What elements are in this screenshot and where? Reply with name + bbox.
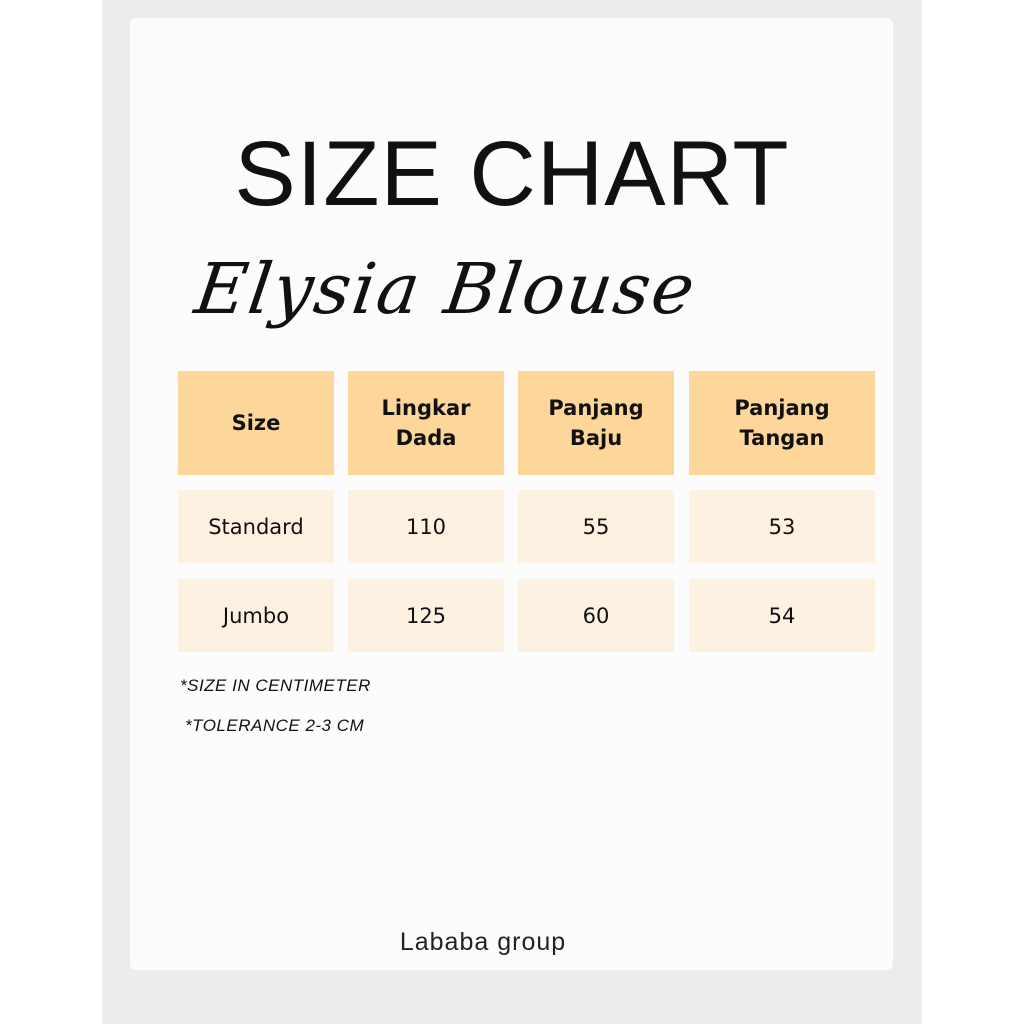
background-left bbox=[0, 0, 102, 1024]
table-cell: 55 bbox=[518, 490, 674, 563]
table-cell: 110 bbox=[348, 490, 504, 563]
header-cell: Panjang Baju bbox=[518, 371, 674, 475]
table-cell: 60 bbox=[518, 579, 674, 652]
table-cell: 125 bbox=[348, 579, 504, 652]
brand-footer: Lababa group bbox=[399, 928, 567, 956]
header-cell: Panjang Tangan bbox=[689, 371, 875, 475]
table-cell: 53 bbox=[689, 490, 875, 563]
header-cell: Size bbox=[178, 371, 334, 475]
page-title: SIZE CHART bbox=[234, 123, 790, 225]
table-cell: 54 bbox=[689, 579, 875, 652]
header-cell: Lingkar Dada bbox=[348, 371, 504, 475]
table-cell: Jumbo bbox=[178, 579, 334, 652]
note-tolerance: *TOLERANCE 2-3 CM bbox=[185, 716, 365, 735]
table-cell: Standard bbox=[178, 490, 334, 563]
background-right bbox=[922, 0, 1024, 1024]
product-name: Elysia Blouse bbox=[190, 248, 702, 330]
note-unit: *SIZE IN CENTIMETER bbox=[180, 676, 371, 695]
